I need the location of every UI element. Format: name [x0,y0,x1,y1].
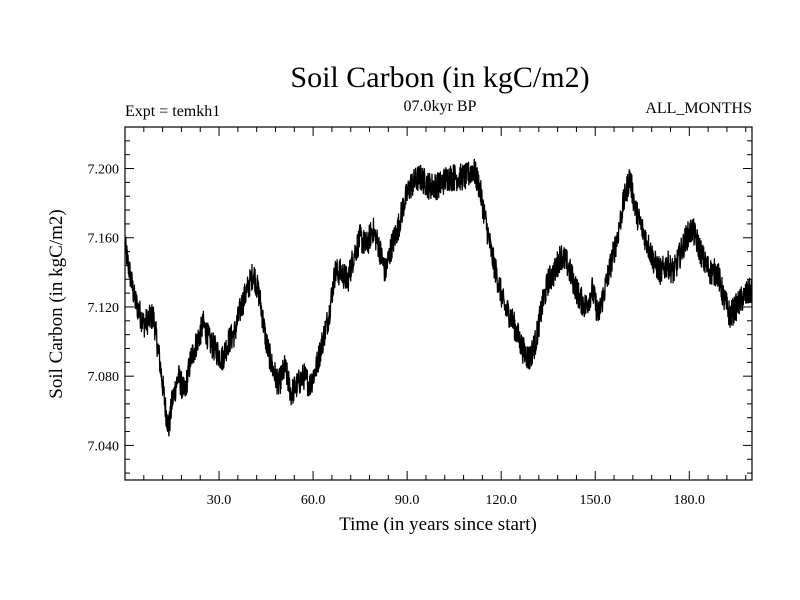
x-tick-label: 150.0 [580,493,612,508]
y-tick-label: 7.120 [88,301,120,316]
series-group [124,158,753,437]
x-tick-label: 30.0 [207,493,232,508]
y-tick-label: 7.080 [88,370,120,385]
months-label: ALL_MONTHS [645,100,752,117]
ticks-group: 30.0 60.0 90.0 120.0 150.0 180.0 7.040 7.080 7.1… [88,126,752,508]
chart-subtitle: 07.0kyr BP [404,98,477,115]
x-tick-label: 60.0 [301,493,326,508]
x-axis-label: Time (in years since start) [339,514,537,535]
y-axis-label: Soil Carbon (in kgC/m2) [46,209,67,398]
plot-frame [124,126,753,481]
series-line-soil_carbon [124,158,753,437]
x-tick-label: 90.0 [395,493,420,508]
x-tick-label: 120.0 [485,493,517,508]
experiment-label: Expt = temkh1 [125,103,220,120]
x-tick-label: 180.0 [674,493,706,508]
y-tick-label: 7.040 [88,439,120,454]
y-tick-label: 7.200 [88,163,120,178]
chart-title: Soil Carbon (in kgC/m2) [290,61,589,94]
y-tick-label: 7.160 [88,232,120,247]
